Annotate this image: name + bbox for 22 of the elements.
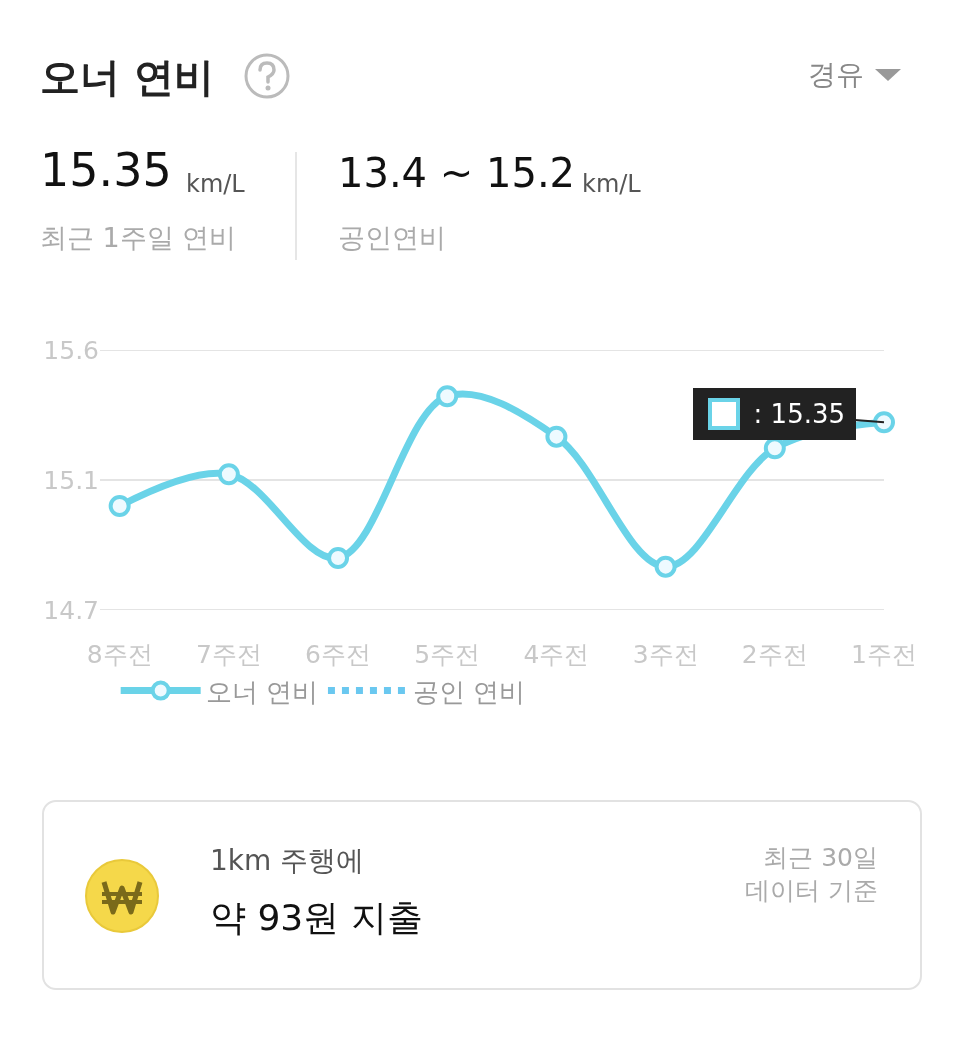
text: km/L — [186, 170, 245, 198]
point — [108, 495, 131, 517]
text: 최근 30일 데이터 기준 — [745, 842, 878, 907]
point — [654, 555, 677, 578]
point — [327, 547, 350, 569]
text: 경유 — [808, 57, 864, 93]
point — [545, 425, 568, 448]
annotation: : 15.35 — [704, 399, 846, 429]
point — [873, 411, 895, 434]
text: 1km 주행에 — [210, 843, 365, 879]
text: 최근 1주일 연비 — [40, 221, 237, 255]
point — [436, 385, 459, 408]
point — [217, 463, 240, 486]
legend-label: 오너 연비 — [205, 676, 318, 707]
text: 13.4 ~ 15.2 — [338, 150, 576, 196]
chart-title: 오너 연비 — [40, 53, 214, 102]
text: 공인연비 — [338, 221, 446, 255]
point — [763, 437, 786, 460]
text: km/L — [582, 170, 641, 198]
legend-label: 공인 연비 — [412, 676, 526, 707]
text: 15.35 — [40, 143, 172, 197]
text: 약 93원 지출 — [210, 896, 423, 940]
